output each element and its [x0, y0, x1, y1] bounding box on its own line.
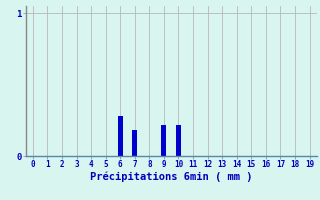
Bar — [161, 125, 166, 156]
Bar — [118, 116, 123, 156]
Bar — [176, 125, 181, 156]
Bar — [132, 130, 137, 156]
X-axis label: Précipitations 6min ( mm ): Précipitations 6min ( mm ) — [90, 172, 252, 182]
